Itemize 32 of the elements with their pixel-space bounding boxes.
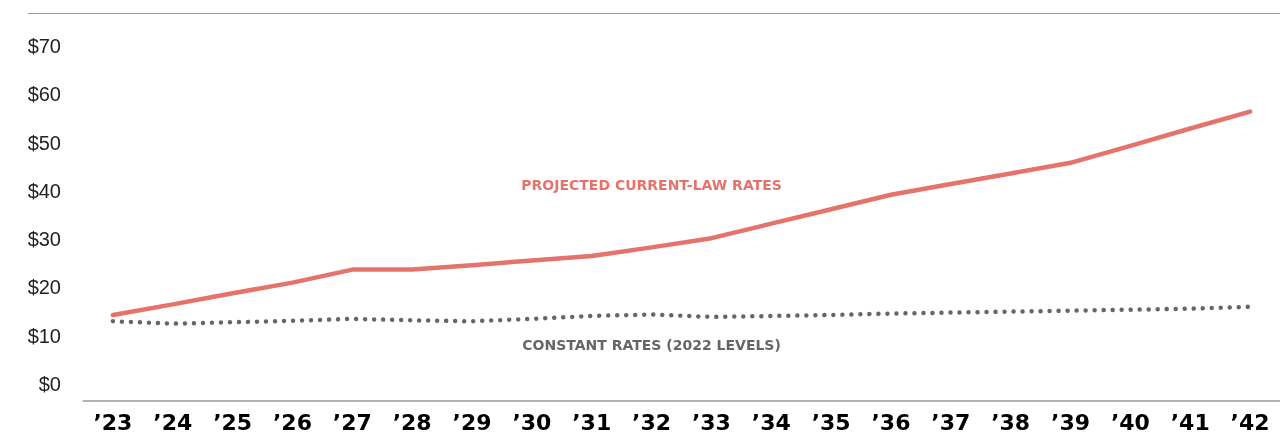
x-tick-label: ’25 [213, 409, 253, 434]
x-tick-label: ’36 [871, 409, 911, 434]
x-tick-label: ’31 [572, 409, 612, 434]
y-tick-label: $20 [27, 276, 61, 299]
y-tick-label: $10 [27, 324, 61, 347]
series-label: CONSTANT RATES (2022 LEVELS) [522, 336, 781, 353]
x-tick-label: ’33 [691, 409, 731, 434]
x-tick-label: ’38 [991, 409, 1031, 434]
y-tick-label: $40 [27, 179, 61, 202]
x-tick-label: ’42 [1230, 409, 1270, 434]
line-series [110, 304, 1253, 326]
x-tick-label: ’29 [452, 409, 492, 434]
series-label: PROJECTED CURRENT-LAW RATES [521, 177, 782, 194]
y-tick-label: $0 [38, 373, 61, 396]
x-tick-label: ’30 [512, 409, 552, 434]
x-tick-label: ’24 [153, 409, 193, 434]
line-series [110, 109, 1253, 318]
x-tick-label: ’37 [931, 409, 971, 434]
y-tick-label: $70 [27, 34, 61, 57]
x-tick-label: ’23 [93, 409, 133, 434]
x-tick-label: ’35 [811, 409, 851, 434]
x-tick-label: ’34 [751, 409, 791, 434]
y-tick-label: $30 [27, 228, 61, 251]
x-tick-label: ’39 [1051, 409, 1091, 434]
x-tick-label: ’32 [632, 409, 672, 434]
x-tick-label: ’41 [1170, 409, 1210, 434]
y-tick-label: $60 [27, 83, 61, 106]
x-tick-label: ’28 [392, 409, 432, 434]
y-tick-label: $50 [27, 131, 61, 154]
x-tick-label: ’26 [272, 409, 312, 434]
x-tick-label: ’40 [1110, 409, 1150, 434]
x-tick-label: ’27 [332, 409, 372, 434]
